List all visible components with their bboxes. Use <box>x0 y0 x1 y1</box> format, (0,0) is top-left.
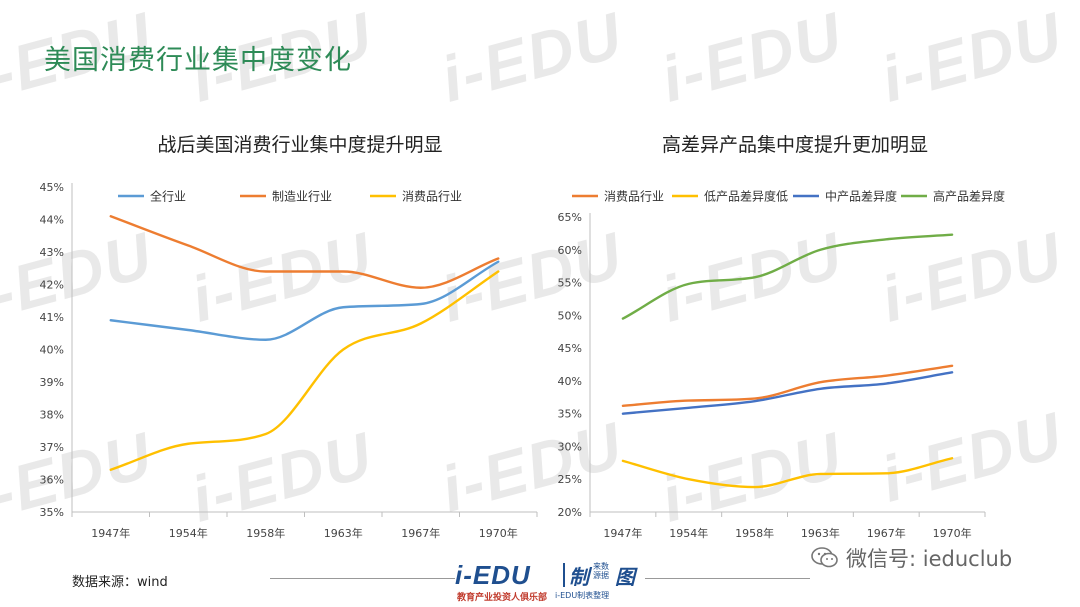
chart-2-legend-label: 高产品差异度 <box>933 189 1005 204</box>
chart-1-series-line <box>109 215 500 289</box>
chart-1-y-tick-label: 36% <box>40 474 64 487</box>
chart-1-y-tick-label: 40% <box>40 344 64 357</box>
chart-2-y-tick-label: 25% <box>558 473 582 486</box>
chart-2-series-line <box>621 371 954 415</box>
chart-2-series-line <box>621 233 954 320</box>
chart-2-y-tick-label: 50% <box>558 309 582 322</box>
chart-2-legend-label: 中产品差异度 <box>825 189 897 204</box>
chart-2-series-line <box>621 364 954 407</box>
chart-2-y-tick-label: 60% <box>558 244 582 257</box>
logo-tu: 图 <box>615 565 635 589</box>
slide-title: 美国消费行业集中度变化 <box>44 45 352 76</box>
chart-1-y-tick-label: 42% <box>40 279 64 292</box>
chart-2-legend-label: 消费品行业 <box>604 190 664 204</box>
wechat-id: 微信号: ieduclub <box>810 543 1012 573</box>
data-source: 数据来源：wind <box>72 575 168 590</box>
logo-cn: 制 <box>569 565 589 589</box>
chart-1-y-tick-label: 45% <box>40 181 64 194</box>
chart-2-y-tick-label: 45% <box>558 342 582 355</box>
chart-1-y-tick-label: 43% <box>40 246 64 259</box>
logo-subtitle-2: i-EDU制表整理 <box>555 591 610 600</box>
chart-1-title: 战后美国消费行业集中度提升明显 <box>157 134 443 156</box>
chart-2-y-tick-label: 35% <box>558 408 582 421</box>
chart-1-y-tick-label: 41% <box>40 311 64 324</box>
chart-1-y-tick-label: 35% <box>40 506 64 519</box>
chart-2-legend-label: 低产品差异度低 <box>704 189 788 204</box>
chart-2-x-tick-label: 1947年 <box>603 526 642 540</box>
chart-1-series-line <box>109 270 500 471</box>
chart-1-x-tick-label: 1958年 <box>246 526 285 540</box>
chart-2-y-tick-label: 55% <box>558 277 582 290</box>
chart-2-y-tick-label: 40% <box>558 375 582 388</box>
chart-1-legend-label: 制造业行业 <box>272 190 332 204</box>
chart-1-x-tick-label: 1947年 <box>91 526 130 540</box>
chart-2-y-tick-label: 65% <box>558 211 582 224</box>
chart-2-x-tick-label: 1958年 <box>735 526 774 540</box>
chart-1-series-line <box>109 260 500 341</box>
wechat-label: 微信号: ieduclub <box>846 547 1013 571</box>
chart-1-y-tick-label: 44% <box>40 214 64 227</box>
chart-1-x-tick-label: 1954年 <box>169 526 208 540</box>
chart-1-legend-label: 全行业 <box>150 189 186 204</box>
wechat-icon <box>811 547 838 568</box>
logo-subtitle: 教育产业投资人俱乐部 <box>457 593 548 603</box>
chart-2-x-tick-label: 1967年 <box>867 526 906 540</box>
chart-2-x-tick-label: 1954年 <box>669 526 708 540</box>
logo-separator <box>563 563 565 587</box>
chart-1-x-tick-label: 1963年 <box>324 526 363 540</box>
chart-1-y-tick-label: 38% <box>40 409 64 422</box>
chart-2-title: 高差异产品集中度提升更加明显 <box>661 134 928 156</box>
chart-2-y-tick-label: 30% <box>558 440 582 453</box>
logo-small: 来数源据 <box>593 562 609 580</box>
chart-1-x-tick-label: 1967年 <box>401 526 440 540</box>
iedu-logo: i-EDU 制 来数源据 图 教育产业投资人俱乐部 i-EDU制表整理 <box>455 560 645 604</box>
chart-1-y-tick-label: 37% <box>40 441 64 454</box>
chart-2-x-tick-label: 1963年 <box>801 526 840 540</box>
chart-1-x-tick-label: 1970年 <box>479 526 518 540</box>
chart-2-x-tick-label: 1970年 <box>933 526 972 540</box>
chart-2-y-tick-label: 20% <box>558 506 582 519</box>
chart-1-legend-label: 消费品行业 <box>402 190 462 204</box>
chart-2-series-line <box>621 457 954 489</box>
logo-main: i-EDU <box>455 560 531 590</box>
chart-1-y-tick-label: 39% <box>40 376 64 389</box>
